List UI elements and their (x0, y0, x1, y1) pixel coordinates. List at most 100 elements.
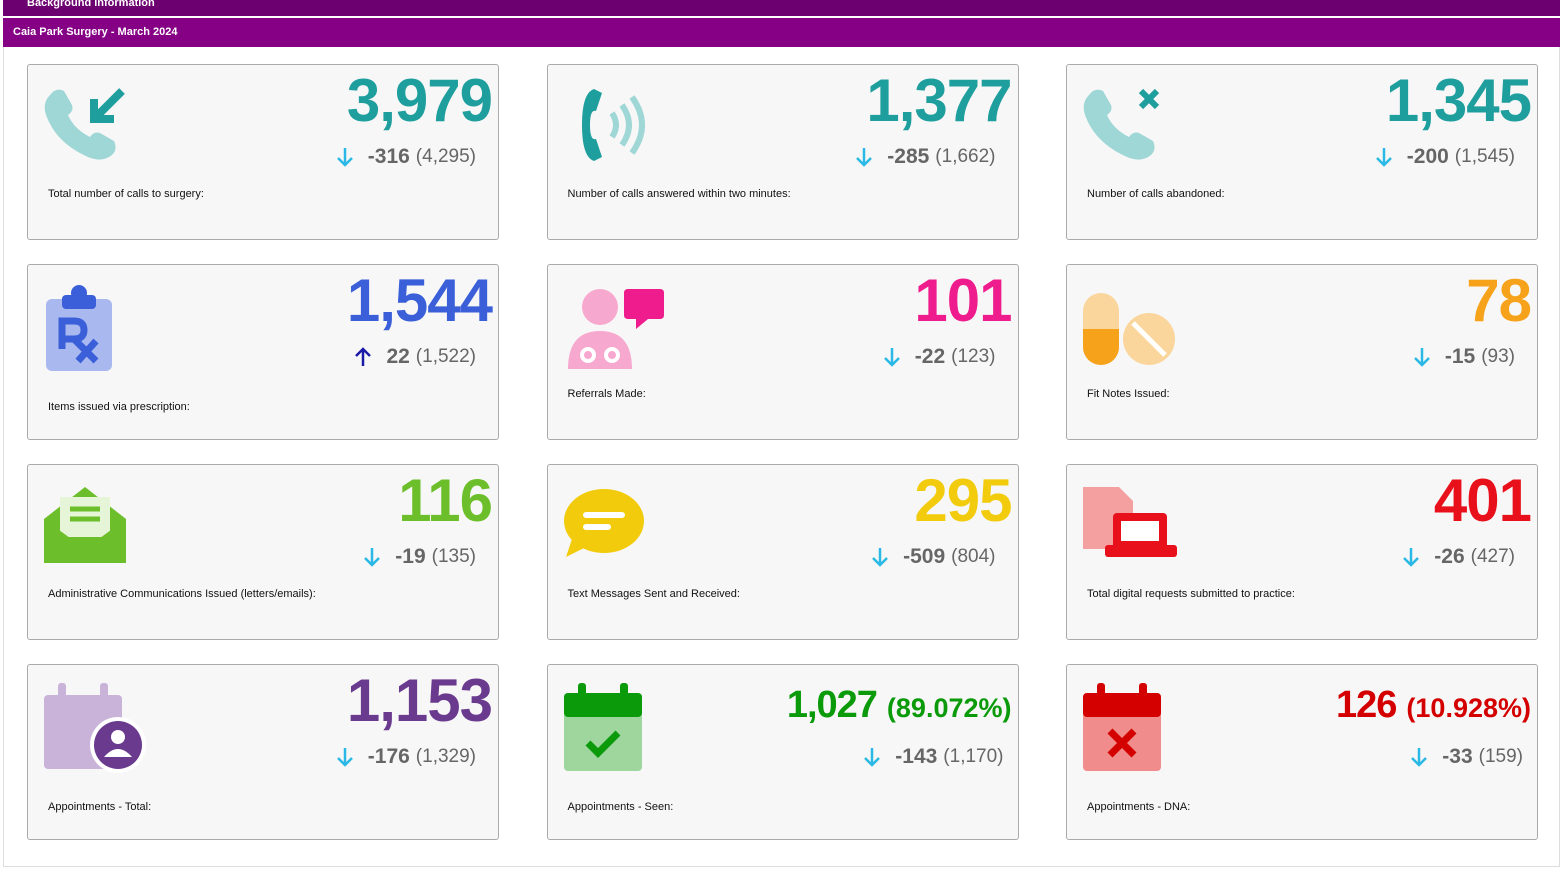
value-number: 3,979 (346, 67, 493, 134)
value-number: 1,153 (346, 667, 493, 734)
section-bar[interactable]: Background information (3, 0, 1560, 16)
change-value: -143 (895, 745, 938, 768)
change-value: -33 (1442, 745, 1473, 768)
stat-card: 116 -19 (135) Administrative Communications… (27, 464, 499, 640)
change-value: -176 (367, 745, 410, 768)
previous-value: (1,329) (415, 746, 476, 767)
previous-value: (1,170) (943, 746, 1004, 767)
value-number: 1,377 (866, 67, 1012, 134)
card-icon (581, 89, 645, 161)
value-number: 1,345 (1385, 67, 1532, 134)
change-row: -316 (4,295) (336, 145, 476, 169)
previous-value: (1,545) (1454, 146, 1515, 167)
card-label: Referrals Made: (567, 388, 646, 400)
stat-card: 1,377 -285 (1,662) Number of calls answered… (546, 64, 1019, 240)
stat-card: 1,153 -176 (1,329) Appointments - Total: (27, 664, 499, 840)
change-value: -509 (903, 545, 946, 568)
card-icon (1083, 293, 1175, 365)
card-icon (46, 285, 112, 371)
change-row: -26 (427) (1402, 545, 1515, 569)
value-number: 1,027 (786, 684, 878, 726)
trend-down-arrow (336, 748, 353, 767)
value-number: 401 (1433, 467, 1532, 534)
change-value: -316 (367, 145, 410, 168)
stat-card: 101 -22 (123) Referrals Made: (546, 264, 1019, 440)
change-row: -33 (159) (1410, 745, 1523, 769)
previous-value: (1,662) (935, 146, 996, 167)
card-label: Appointments - Seen: (567, 801, 674, 813)
card-label: Administrative Communications Issued (le… (48, 588, 316, 600)
previous-value: (4,295) (415, 146, 476, 167)
value-number: 1,544 (346, 267, 493, 334)
trend-down-arrow (856, 148, 873, 167)
card-icon (1083, 88, 1160, 160)
card-label: Appointments - DNA: (1087, 801, 1191, 813)
stat-value: 295 (914, 467, 1012, 534)
card-label: Number of calls answered within two minu… (567, 188, 791, 200)
change-value: 22 (386, 345, 410, 368)
change-value: -200 (1406, 145, 1449, 168)
trend-down-arrow (1411, 748, 1428, 767)
change-row: -22 (123) (883, 345, 996, 369)
previous-value: (804) (951, 546, 996, 567)
stat-value: 1,345 (1385, 67, 1532, 134)
trend-down-arrow (883, 348, 900, 367)
value-number: 116 (398, 467, 493, 534)
stat-card: 126 (10.928%) -33 (159) Appointments - DNA: (1066, 664, 1538, 840)
value-percent: (10.928%) (1406, 693, 1531, 723)
trend-down-arrow (872, 548, 888, 567)
page-title-bar: Caia Park Surgery - March 2024 (3, 18, 1560, 47)
stat-value: 401 (1433, 467, 1532, 534)
trend-down-arrow (364, 548, 381, 567)
page-title: Caia Park Surgery - March 2024 (13, 26, 178, 38)
card-label: Total number of calls to surgery: (48, 188, 204, 200)
card-icon (1083, 487, 1177, 557)
card-icon (44, 88, 125, 160)
card-panel: 3,979 -316 (4,295) Total number of calls to… (3, 47, 1560, 867)
value-number: 295 (914, 467, 1012, 534)
change-row: 22 (1,522) (354, 345, 476, 369)
change-row: -19 (135) (363, 545, 476, 569)
change-row: -200 (1,545) (1375, 145, 1515, 169)
card-icon (563, 683, 642, 771)
stat-value: 116 (398, 467, 493, 534)
stat-card: 3,979 -316 (4,295) Total number of calls to… (27, 64, 499, 240)
change-value: -22 (914, 345, 946, 368)
trend-down-arrow (864, 748, 881, 767)
trend-down-arrow (336, 148, 353, 167)
value-number: 126 (1336, 684, 1397, 726)
stat-card: 295 -509 (804) Text Messages Sent and Recei… (546, 464, 1019, 640)
stat-card: 1,544 22 (1,522) Items issued via prescript… (27, 264, 499, 440)
value-percent: (89.072%) (886, 693, 1012, 723)
trend-down-arrow (1413, 348, 1430, 367)
trend-down-arrow (1375, 148, 1392, 167)
stat-value: 1,544 (346, 267, 493, 334)
card-label: Text Messages Sent and Received: (567, 588, 740, 600)
stat-value: 3,979 (346, 67, 493, 134)
change-value: -285 (887, 145, 930, 168)
stat-value: 78 (1466, 267, 1532, 334)
change-value: -19 (395, 545, 426, 568)
card-label: Appointments - Total: (48, 801, 152, 813)
stat-card: 1,027 (89.072%) -143 (1,170) Appointments - … (546, 664, 1019, 840)
change-row: -15 (93) (1413, 345, 1515, 369)
previous-value: (427) (1470, 546, 1515, 567)
previous-value: (1,522) (415, 346, 476, 367)
stat-value: 1,027 (89.072%) (787, 683, 1012, 730)
value-number: 78 (1466, 267, 1532, 334)
card-icon (1083, 683, 1161, 771)
stat-card: 401 -26 (427) Total digital requests submit… (1066, 464, 1538, 640)
trend-up-arrow (355, 347, 372, 366)
change-row: -285 (1,662) (855, 145, 996, 169)
trend-down-arrow (1403, 548, 1420, 567)
stat-value: 101 (914, 269, 1012, 333)
card-icon (567, 289, 664, 369)
section-title: Background information (27, 0, 155, 9)
card-label: Items issued via prescription: (48, 401, 190, 413)
card-label: Fit Notes Issued: (1087, 388, 1170, 400)
change-value: -26 (1434, 545, 1465, 568)
stat-card: 78 -15 (93) Fit Notes Issued: (1066, 264, 1538, 440)
card-label: Number of calls abandoned: (1087, 188, 1225, 200)
